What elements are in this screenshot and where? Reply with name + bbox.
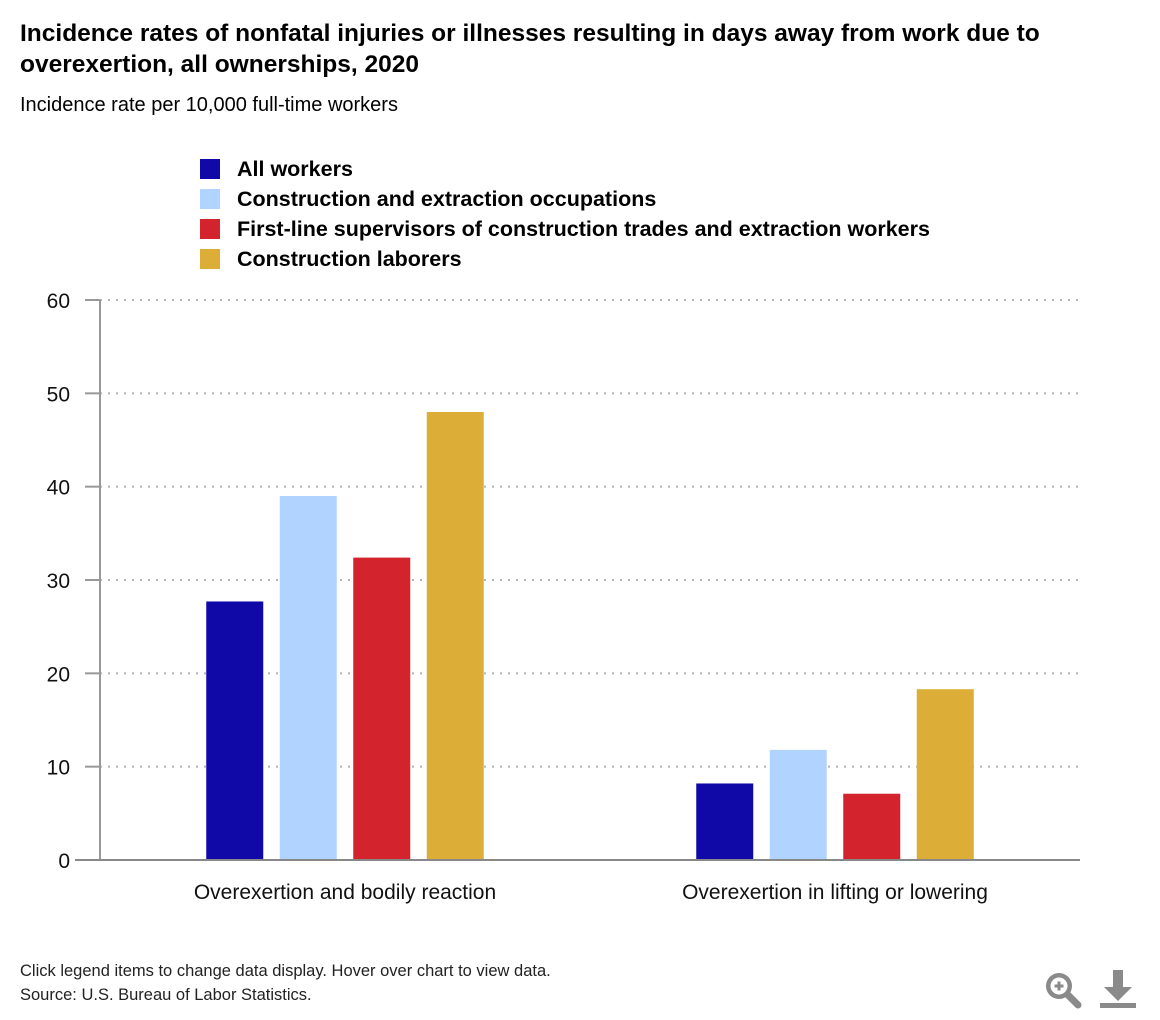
legend-label: Construction and extraction occupations [237, 186, 657, 211]
gridlines [100, 299, 1080, 768]
legend-swatch [200, 249, 220, 269]
zoom-in-icon[interactable] [1043, 970, 1083, 1010]
chart-title: Incidence rates of nonfatal injuries or … [20, 20, 1040, 78]
bar[interactable]: Construction and extraction occupations:… [279, 496, 337, 860]
download-icon[interactable] [1096, 968, 1140, 1012]
bar[interactable]: All workers: 8.2 [696, 783, 754, 860]
y-tick-label: 0 [58, 850, 70, 873]
bar[interactable]: All workers: 27.7 [206, 601, 264, 860]
bar[interactable]: Construction and extraction occupations:… [769, 749, 827, 860]
legend-label: Construction laborers [237, 246, 462, 271]
legend-item-all-workers[interactable]: All workers [200, 154, 930, 184]
legend-item-construction-extraction[interactable]: Construction and extraction occupations [200, 184, 930, 214]
legend-item-first-line-supervisors[interactable]: First-line supervisors of construction t… [200, 214, 930, 244]
legend-label: First-line supervisors of construction t… [237, 216, 930, 241]
footer-instructions: Click legend items to change data displa… [20, 962, 551, 980]
legend-swatch [200, 189, 220, 209]
legend-item-construction-laborers[interactable]: Construction laborers [200, 244, 930, 274]
legend-swatch [200, 159, 220, 179]
y-tick-label: 60 [47, 290, 70, 313]
x-axis-labels: Overexertion and bodily reaction Overexer… [194, 881, 988, 904]
chart-subtitle: Incidence rate per 10,000 full-time work… [20, 94, 398, 116]
y-tick-label: 10 [47, 757, 70, 780]
axes [75, 299, 1080, 861]
chart-footer: Click legend items to change data displa… [20, 959, 551, 1007]
legend: All workers Construction and extraction … [200, 154, 930, 274]
bar[interactable]: Construction laborers: 48 [426, 412, 484, 860]
y-tick-label: 40 [47, 477, 70, 500]
bars[interactable]: All workers: 27.7 Construction and extrac… [206, 412, 974, 860]
bar[interactable]: First-line supervisors of construction t… [843, 793, 901, 860]
legend-swatch [200, 219, 220, 239]
legend-label: All workers [237, 156, 353, 181]
y-axis-ticks: 0 10 20 30 40 50 60 [47, 290, 70, 873]
bar[interactable]: Construction laborers: 18.3 [916, 689, 974, 860]
y-tick-label: 50 [47, 383, 70, 406]
footer-source: Source: U.S. Bureau of Labor Statistics. [20, 986, 312, 1004]
x-category-label: Overexertion in lifting or lowering [682, 881, 988, 904]
x-category-label: Overexertion and bodily reaction [194, 881, 496, 904]
bar[interactable]: First-line supervisors of construction t… [353, 557, 411, 860]
y-tick-label: 30 [47, 570, 70, 593]
y-tick-label: 20 [47, 663, 70, 686]
bar-chart[interactable]: 0 10 20 30 40 50 60 All workers: 27.7 Construct… [0, 0, 1160, 940]
